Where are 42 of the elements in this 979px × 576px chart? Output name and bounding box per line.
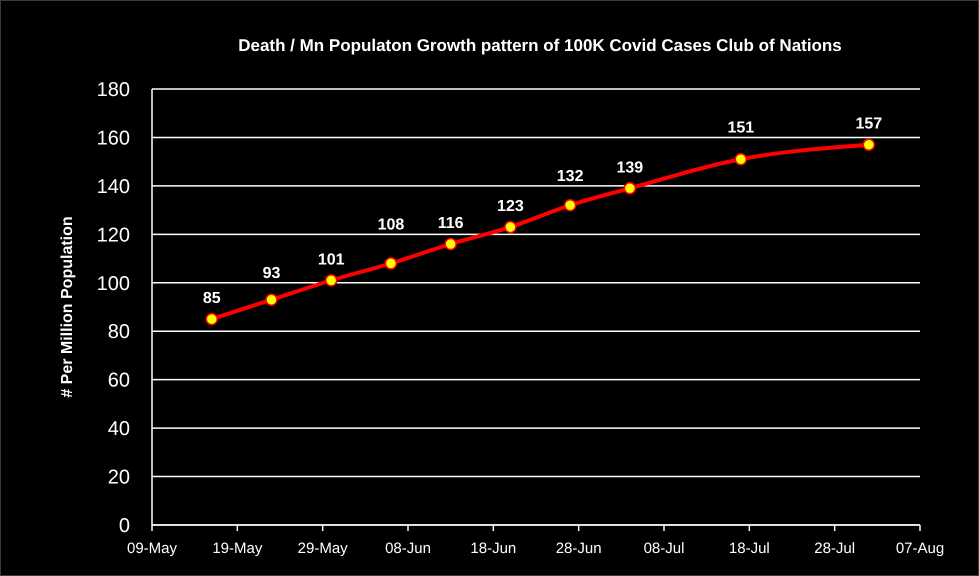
data-label: 132 — [556, 168, 584, 185]
point — [504, 220, 517, 234]
y-tick-label: 20 — [108, 466, 130, 489]
data-label: 139 — [616, 159, 644, 176]
data-label: 151 — [727, 119, 754, 136]
point — [324, 274, 338, 287]
point — [384, 257, 398, 270]
point — [624, 182, 636, 195]
data-label: 93 — [262, 264, 280, 282]
data-label: 123 — [497, 198, 524, 216]
data-label: 157 — [855, 116, 882, 133]
y-tick-label: 40 — [108, 418, 130, 440]
point — [734, 152, 748, 166]
x-tick-label: 07-Aug — [896, 540, 944, 557]
y-tick-label: 120 — [96, 224, 130, 246]
point — [862, 138, 876, 151]
point — [265, 293, 278, 306]
y-tick-label: 60 — [108, 370, 130, 392]
x-tick-label: 28-Jun — [556, 540, 602, 557]
y-tick-label: 140 — [96, 176, 130, 198]
y-tick-label: 80 — [108, 321, 130, 344]
x-tick-label: 09-May — [126, 540, 178, 557]
y-axis-title: # Per Million Population — [59, 216, 76, 398]
y-tick-label: 180 — [96, 79, 130, 101]
data-label: 85 — [202, 290, 221, 308]
chart-title: Death / Mn Populaton Growth pattern of 100K Covid Cases Club of Nations — [238, 36, 842, 55]
point — [444, 238, 457, 250]
point — [564, 199, 576, 212]
x-tick-label: 18-Jun — [470, 540, 516, 557]
x-tick-label: 19-May — [212, 540, 263, 557]
y-tick-label: 100 — [96, 272, 130, 295]
data-label: 116 — [438, 215, 464, 232]
data-label: 101 — [318, 251, 345, 268]
x-tick-label: 08-Jul — [644, 540, 684, 557]
y-tick-label: 0 — [118, 515, 130, 537]
x-tick-label: 28-Jul — [814, 540, 856, 557]
data-label: 108 — [378, 216, 404, 234]
y-tick-label: 160 — [96, 127, 130, 150]
x-tick-label: 08-Jun — [385, 540, 431, 557]
x-tick-label: 18-Jul — [728, 540, 770, 557]
point — [205, 312, 218, 326]
x-tick-label: 29-May — [298, 540, 348, 557]
